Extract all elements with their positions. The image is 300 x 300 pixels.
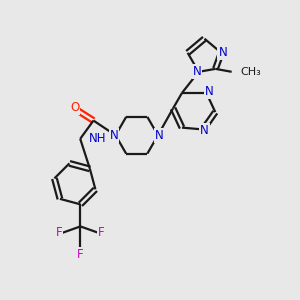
Text: N: N — [155, 129, 164, 142]
Text: F: F — [77, 248, 84, 261]
Text: N: N — [193, 65, 202, 78]
Text: N: N — [218, 46, 227, 59]
Text: N: N — [110, 129, 118, 142]
Text: F: F — [98, 226, 105, 239]
Text: NH: NH — [88, 132, 106, 145]
Text: CH₃: CH₃ — [240, 67, 261, 77]
Text: O: O — [70, 101, 80, 114]
Text: F: F — [56, 226, 62, 239]
Text: N: N — [205, 85, 214, 98]
Text: N: N — [200, 124, 209, 137]
